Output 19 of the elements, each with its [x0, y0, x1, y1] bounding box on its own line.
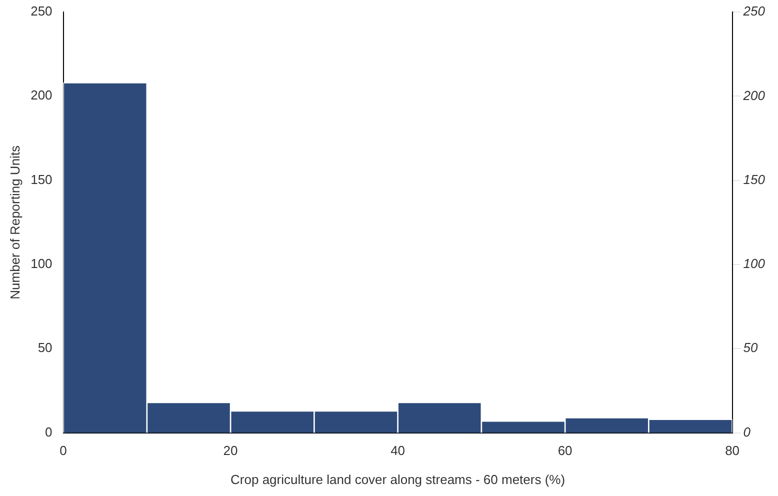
- x-axis-title: Crop agriculture land cover along streams - 60 meters (%): [230, 472, 566, 487]
- x-tick-label: 60: [558, 443, 572, 458]
- y2-tick-label: 150: [743, 172, 766, 187]
- y2-tick-label: 250: [742, 4, 766, 19]
- y-tick-label: 0: [45, 424, 52, 440]
- y2-tick-label: 50: [743, 340, 759, 356]
- y-tick-label: 100: [30, 256, 52, 272]
- y2-tick-label: 100: [743, 256, 766, 272]
- y-tick-label: 150: [30, 172, 52, 187]
- y-tick-label: 50: [38, 340, 52, 356]
- x-tick-label: 40: [390, 443, 406, 458]
- y2-tick-label: 200: [742, 88, 766, 103]
- x-tick-label: 20: [223, 443, 238, 458]
- y-tick-label: 250: [30, 4, 52, 19]
- x-tick-label: 0: [60, 443, 67, 458]
- y2-tick-label: 0: [743, 424, 752, 440]
- y-tick-label: 200: [30, 88, 52, 103]
- y-axis-title: Number of Reporting Units: [7, 144, 22, 300]
- x-tick-label: 80: [725, 443, 740, 458]
